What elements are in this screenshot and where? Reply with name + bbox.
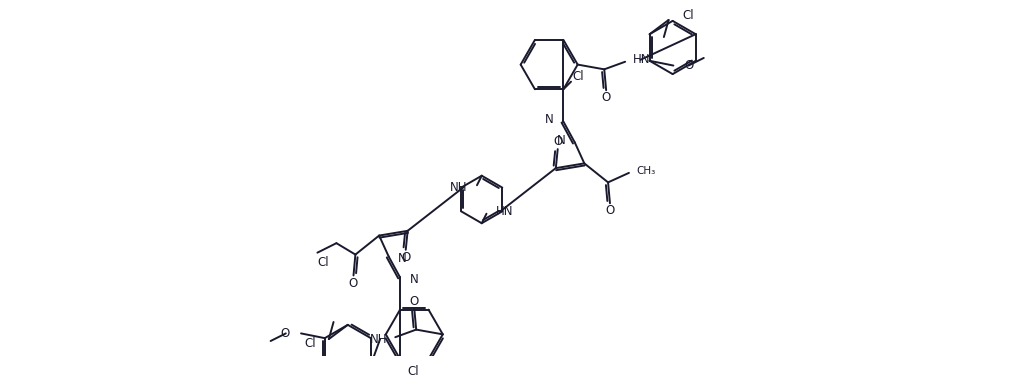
Text: Cl: Cl (304, 338, 316, 350)
Text: HN: HN (633, 53, 650, 66)
Text: NH: NH (370, 333, 388, 346)
Text: O: O (410, 295, 419, 307)
Text: O: O (605, 204, 614, 218)
Text: O: O (349, 276, 358, 290)
Text: Cl: Cl (573, 70, 584, 83)
Text: O: O (554, 135, 562, 148)
Text: Cl: Cl (682, 9, 694, 22)
Text: N: N (545, 113, 554, 126)
Text: N: N (410, 273, 419, 286)
Text: Cl: Cl (407, 365, 419, 375)
Text: O: O (602, 92, 611, 104)
Text: CH₃: CH₃ (637, 166, 655, 176)
Text: O: O (401, 251, 411, 264)
Text: O: O (280, 327, 289, 340)
Text: O: O (684, 59, 694, 72)
Text: N: N (557, 134, 565, 147)
Text: NH: NH (450, 181, 467, 194)
Text: HN: HN (496, 206, 513, 218)
Text: Cl: Cl (317, 256, 329, 268)
Text: N: N (398, 252, 406, 265)
